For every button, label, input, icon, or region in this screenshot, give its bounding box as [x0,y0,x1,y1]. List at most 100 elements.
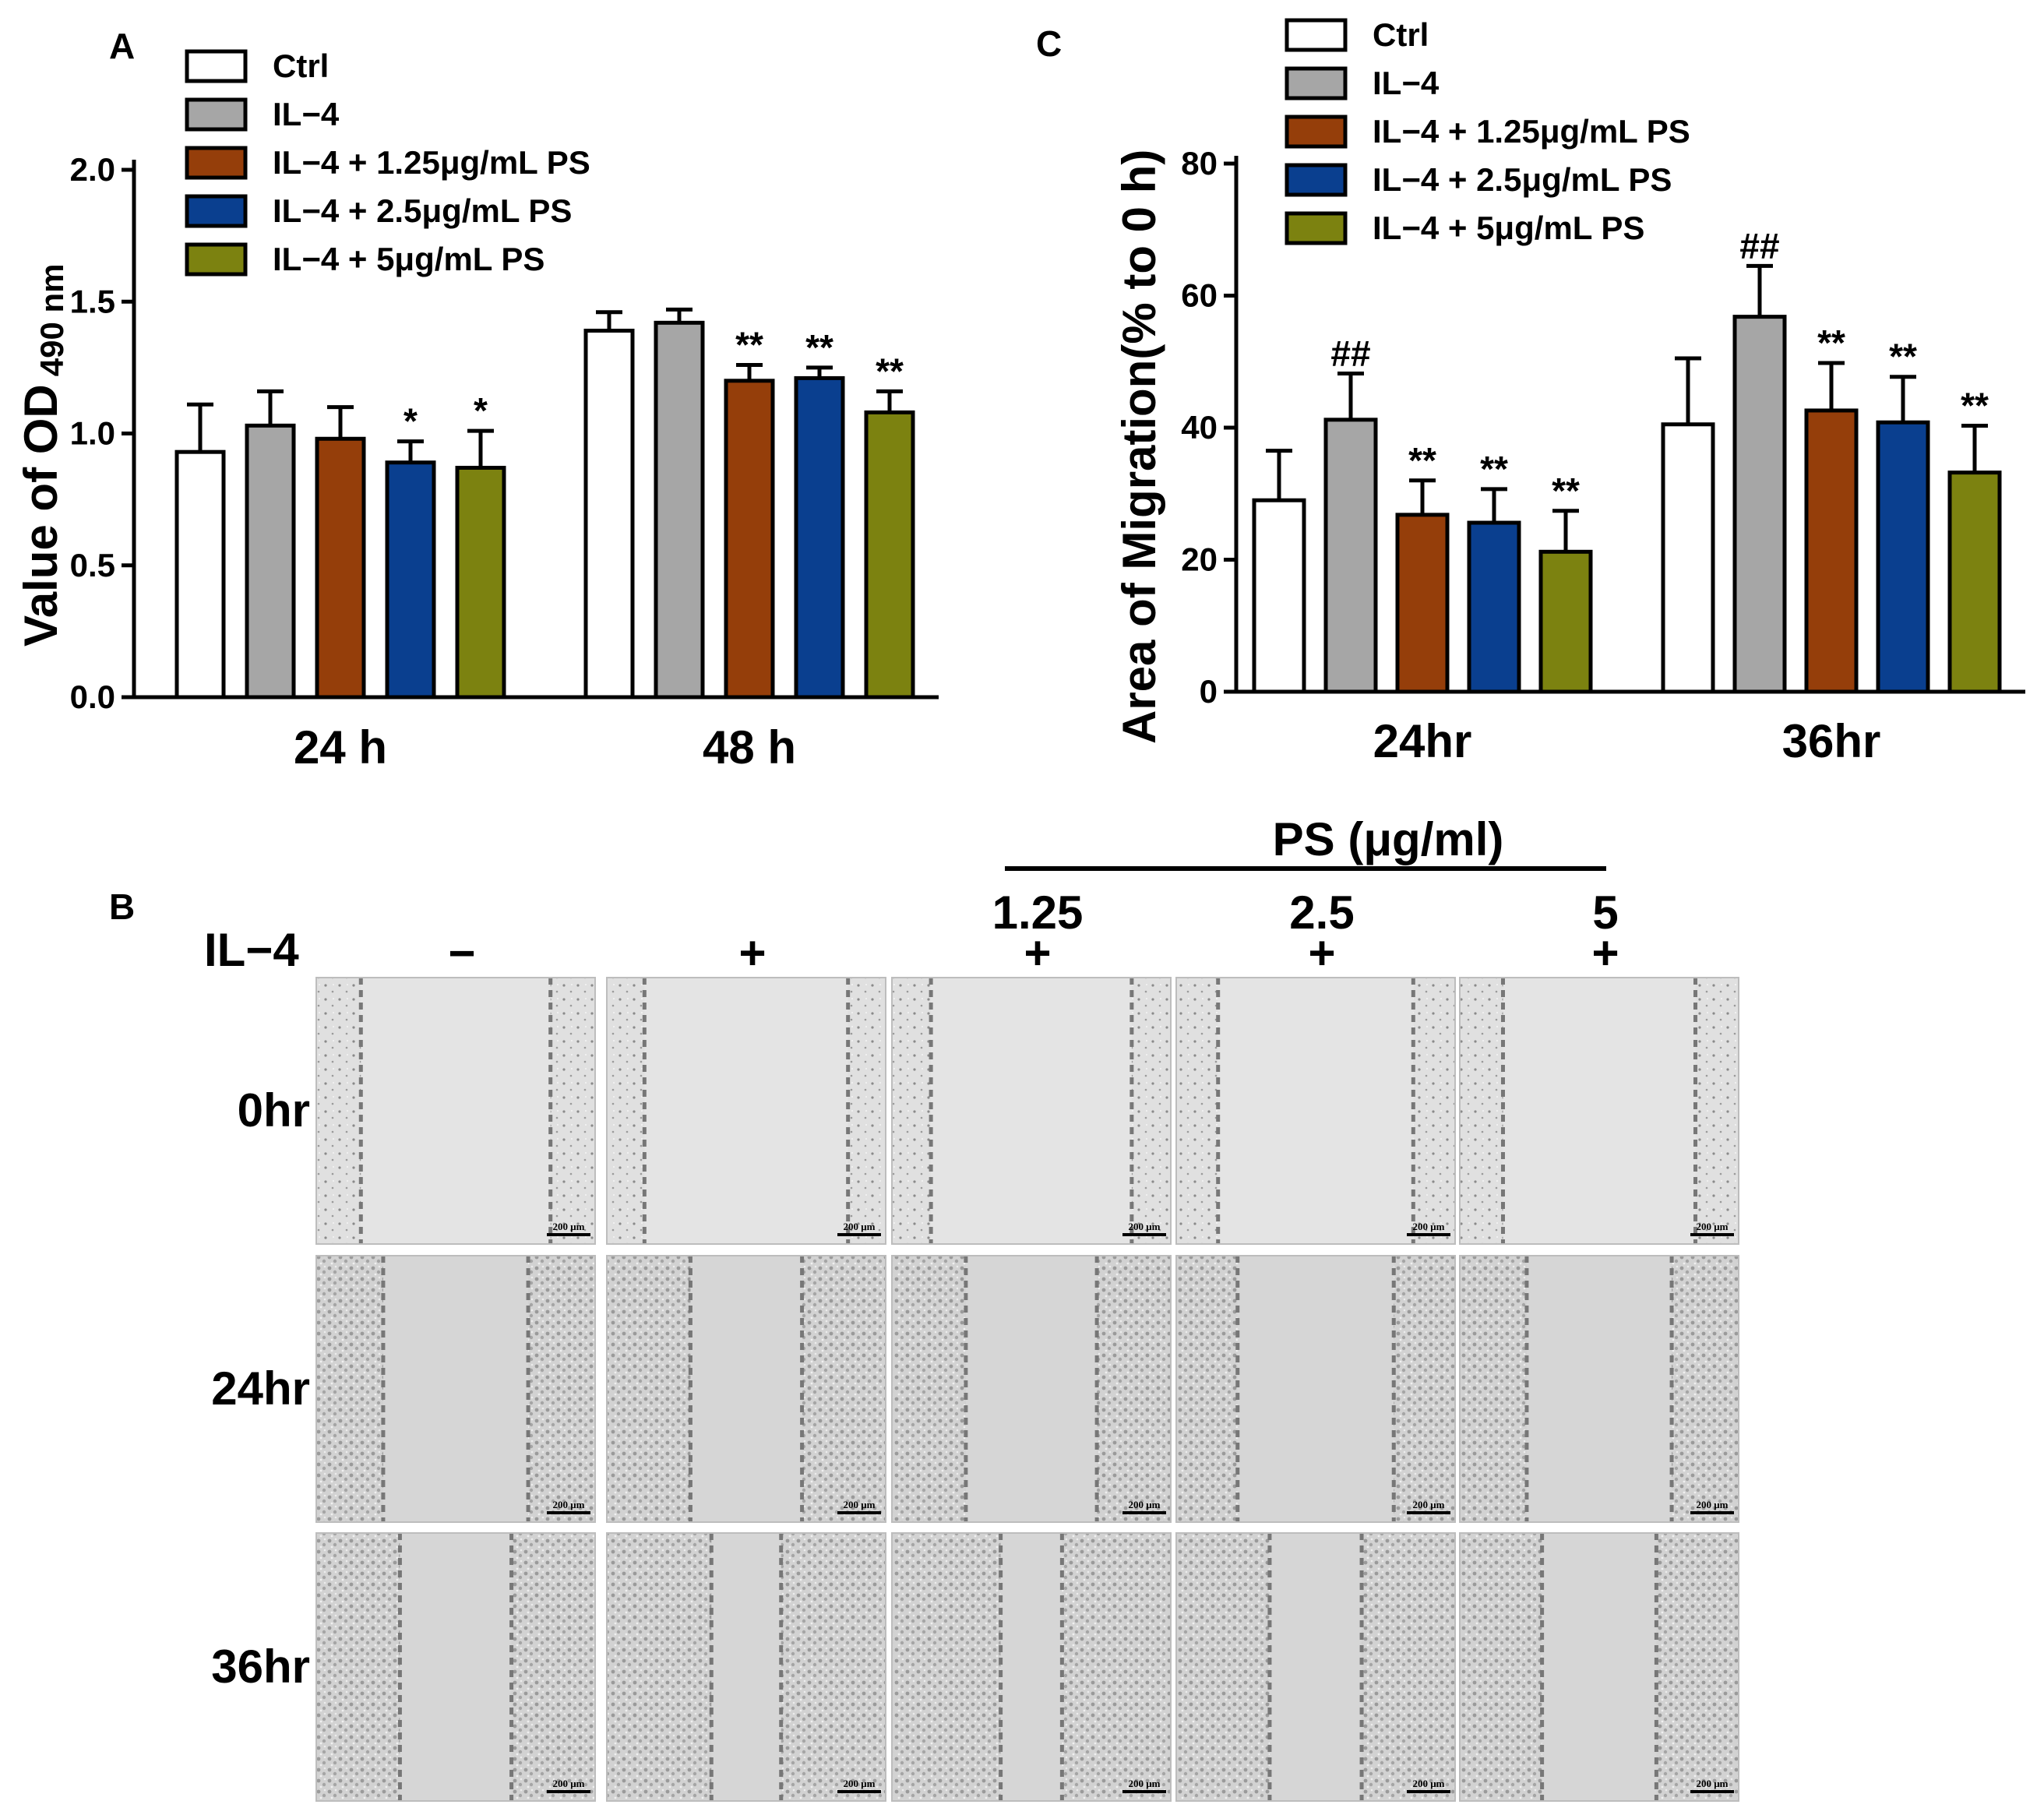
micrograph-border [891,977,1172,1245]
c-legend-label-1: IL−4 [1373,65,1440,101]
c-sig-0-3: ** [1480,449,1508,489]
scale-bar-label: 200 μm [1129,1778,1161,1789]
micrograph-border [606,977,886,1245]
panel-c-letter: C [1036,23,1062,64]
c-legend-swatch-0 [1285,18,1348,52]
panel-a: A Ctrl IL−4 IL−4 + 1.25μg/mL PS IL−4 + 2.5μ… [15,26,939,774]
a-category-label-0: 24 h [294,721,387,774]
micrograph-1-1: 200 μm [606,1255,886,1523]
wound-gap-area [711,1533,781,1801]
panel-a-y-label-main: Value of OD [15,384,67,647]
wound-gap-area [1503,978,1696,1244]
a-bar-0-0 [174,449,226,700]
a-sig-1-3: ** [805,327,833,368]
a-legend-label-0: Ctrl [273,48,329,84]
panel-c-legend: Ctrl IL−4 IL−4 + 1.25μg/mL PS IL−4 + 2.5μg/… [1285,16,1690,246]
scale-bar-label: 200 μm [1697,1778,1729,1789]
scale-bar-label: 200 μm [844,1778,876,1789]
micrograph-0-3: 200 μm [1175,977,1456,1245]
a-legend-swatch-3 [185,194,248,228]
c-sig-1-1: ## [1739,225,1779,266]
micrograph-border [1459,1532,1739,1802]
c-y-tick-label-3: 60 [1181,277,1218,314]
c-legend-label-0: Ctrl [1373,16,1429,53]
c-bar-0-4 [1538,549,1593,694]
a-legend-label-2: IL−4 + 1.25μg/mL PS [273,144,590,181]
panel-c-y-label: Area of Migration(% to 0 h) [1113,150,1165,744]
panel-a-y-ticks: 0.0 0.5 1.0 1.5 2.0 [70,151,134,715]
c-bar-1-1 [1732,315,1787,694]
c-legend-swatch-2 [1285,115,1348,149]
panel-a-bars: * *** **** [174,307,915,700]
micrograph-1-0: 200 μm [315,1255,596,1523]
c-bar-1-3 [1876,420,1930,694]
micrograph-0-2: 200 μm [891,977,1172,1245]
micrograph-border [606,1255,886,1523]
wound-gap-area [931,978,1132,1244]
micrograph-1-2: 200 μm [891,1255,1172,1523]
micrograph-border [1459,1255,1739,1523]
a-sig-1-2: ** [735,324,763,365]
il4-sign-3: + [1308,927,1335,979]
scale-bar-label: 200 μm [1129,1221,1161,1232]
a-y-tick-label-4: 2.0 [70,151,115,188]
micrograph-border [1175,1532,1456,1802]
micrograph-0-0: 200 μm [315,977,596,1245]
panel-b-column-headers: − +1.25+2.5+5+ [448,886,1619,979]
c-category-label-1: 36hr [1782,715,1881,767]
wound-gap-area [1269,1533,1362,1801]
c-bar-1-4 [1947,470,2002,694]
a-sig-1-4: ** [876,351,904,391]
panel-c: C Ctrl IL−4 IL−4 + 1.25μg/mL PS IL−4 + 2.5μ… [1036,16,2025,767]
c-sig-1-3: ** [1889,337,1917,377]
a-legend-label-3: IL−4 + 2.5μg/mL PS [273,192,572,229]
scale-bar-label: 200 μm [1413,1499,1445,1510]
c-bar-0-3 [1467,520,1521,694]
a-bar-1-1 [654,320,705,700]
a-bar-0-1 [245,423,296,700]
c-bar-0-1 [1323,418,1378,694]
micrograph-2-1: 200 μm [606,1532,886,1802]
a-legend-swatch-2 [185,146,248,180]
scale-bar-label: 200 μm [553,1221,585,1232]
a-y-tick-label-1: 0.5 [70,547,115,583]
micrograph-1-3: 200 μm [1175,1255,1456,1523]
micrograph-2-4: 200 μm [1459,1532,1739,1802]
wound-gap-area [361,978,551,1244]
a-bar-0-4 [455,466,506,700]
panel-a-y-label-sub: 490 nm [33,264,70,377]
il4-sign-4: + [1591,927,1619,979]
a-legend-swatch-1 [185,97,248,132]
c-sig-0-2: ** [1408,440,1436,481]
c-bar-0-0 [1252,498,1306,694]
wound-gap-area [1237,1256,1394,1522]
a-bar-0-2 [315,436,366,700]
a-bar-1-2 [724,379,775,700]
timepoint-label-0: 0hr [238,1084,310,1137]
micrograph-border [891,1255,1172,1523]
panel-c-categories: 24hr 36hr [1373,715,1881,767]
panel-b-letter: B [109,886,135,927]
scale-bar-label: 200 μm [844,1499,876,1510]
wound-gap-area [644,978,848,1244]
wound-gap-area [400,1533,512,1801]
micrograph-border [1459,977,1739,1245]
micrograph-1-4: 200 μm [1459,1255,1739,1523]
micrograph-border [1175,1255,1456,1523]
il4-sign-1: + [738,927,766,979]
c-bar-1-2 [1804,408,1859,694]
panel-a-categories: 24 h 48 h [294,721,796,774]
c-legend-swatch-4 [1285,211,1348,245]
micrograph-border [891,1532,1172,1802]
a-y-tick-label-2: 1.0 [70,415,115,452]
ps-dose-label-3: 2.5 [1289,886,1354,939]
il4-sign-0: − [448,927,475,979]
a-bar-1-0 [583,328,635,700]
wound-gap-area [690,1256,802,1522]
scale-bar-label: 200 μm [1697,1499,1729,1510]
micrograph-border [1175,977,1456,1245]
timepoint-label-2: 36hr [211,1641,310,1693]
micrograph-border [606,1532,886,1802]
scale-bar-label: 200 μm [1413,1221,1445,1232]
scale-bar-label: 200 μm [1129,1499,1161,1510]
